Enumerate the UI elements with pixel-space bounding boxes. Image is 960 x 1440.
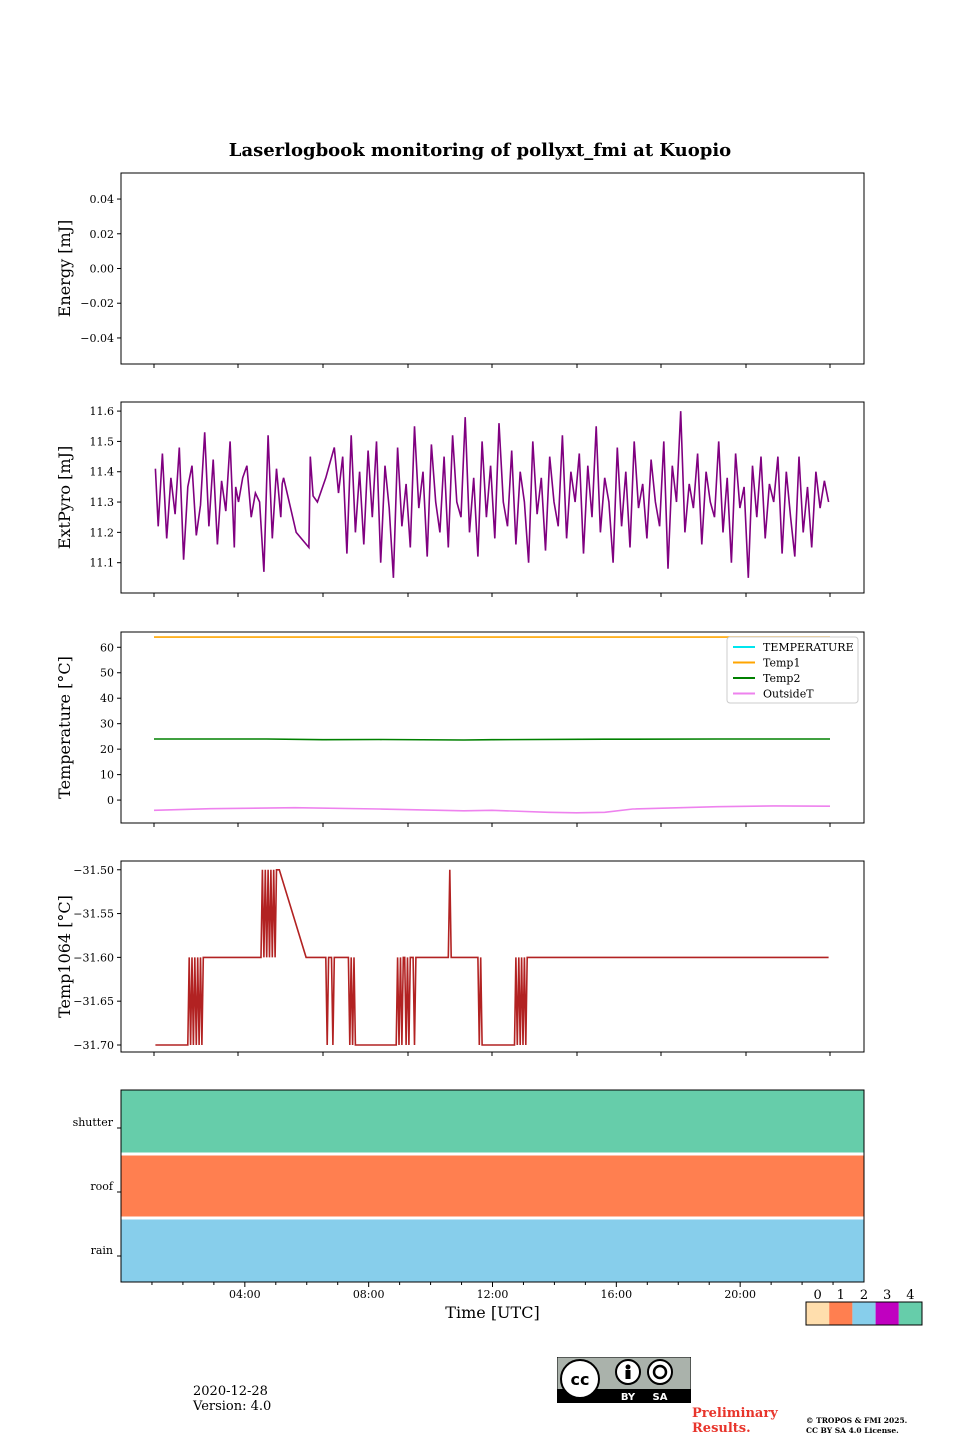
cc-sa-label: SA bbox=[653, 1392, 668, 1403]
preliminary-note: Preliminary Results. bbox=[692, 1406, 778, 1436]
legend-label-temperature: TEMPERATURE bbox=[763, 641, 854, 654]
colorbar-cell-0 bbox=[806, 1302, 830, 1325]
status-band-shutter bbox=[121, 1090, 864, 1154]
legend-label-outsidet: OutsideT bbox=[763, 688, 814, 701]
status-band-rain bbox=[121, 1218, 864, 1282]
legend-label-temp1: Temp1 bbox=[763, 657, 800, 670]
colorbar-label-1: 1 bbox=[837, 1288, 845, 1303]
preliminary-line2: Results. bbox=[692, 1421, 751, 1436]
colorbar-label-0: 0 bbox=[813, 1288, 821, 1303]
xtick-label: 04:00 bbox=[229, 1288, 261, 1301]
sa-icon bbox=[647, 1359, 673, 1385]
ytick-label-temp1064: −31.60 bbox=[73, 951, 114, 964]
footer-version: Version: 4.0 bbox=[193, 1399, 272, 1414]
cc-license-badge: cc BY SA bbox=[556, 1356, 692, 1404]
axes-frame-temp1064 bbox=[120, 860, 865, 1053]
ytick-label-temp1064: −31.55 bbox=[73, 908, 114, 921]
xtick-label: 16:00 bbox=[600, 1288, 632, 1301]
colorbar-label-2: 2 bbox=[860, 1288, 868, 1303]
ytick-label-temperature: 40 bbox=[100, 692, 114, 705]
ytick-label-temp1064: −31.50 bbox=[73, 864, 114, 877]
xtick-label: 12:00 bbox=[477, 1288, 509, 1301]
colorbar-cell-4 bbox=[898, 1302, 922, 1325]
xtick-label: 20:00 bbox=[724, 1288, 756, 1301]
panel-extpyro bbox=[117, 401, 865, 597]
ytick-label-temperature: 20 bbox=[100, 743, 114, 756]
ytick-label-temperature: 60 bbox=[100, 641, 114, 654]
panel-energy bbox=[117, 172, 865, 368]
preliminary-line1: Preliminary bbox=[692, 1406, 778, 1421]
footer-info: 2020-12-28 Version: 4.0 bbox=[193, 1384, 271, 1414]
colorbar-frame bbox=[805, 1301, 923, 1326]
colorbar-label-3: 3 bbox=[883, 1288, 891, 1303]
ytick-label-temp1064: −31.65 bbox=[73, 995, 114, 1008]
colorbar-label-4: 4 bbox=[906, 1288, 914, 1303]
colorbar-cell-1 bbox=[829, 1302, 853, 1325]
copyright-note: © TROPOS & FMI 2025. CC BY SA 4.0 Licens… bbox=[806, 1416, 907, 1436]
panel-temperature bbox=[117, 631, 865, 827]
ytick-label-energy: 0.02 bbox=[90, 228, 115, 241]
footer-date: 2020-12-28 bbox=[193, 1384, 268, 1399]
ytick-label-extpyro: 11.1 bbox=[90, 557, 115, 570]
ytick-label-temperature: 0 bbox=[107, 794, 114, 807]
axes-frame-energy bbox=[120, 172, 865, 365]
ytick-label-temperature: 30 bbox=[100, 718, 114, 731]
status-row-label-rain: rain bbox=[91, 1244, 113, 1257]
ylabel-extpyro: ExtPyro [mJ] bbox=[55, 446, 74, 549]
series-line-outsidet bbox=[153, 805, 831, 814]
series-line-temp2 bbox=[154, 738, 830, 741]
copyright-line1: © TROPOS & FMI 2025. bbox=[806, 1416, 908, 1425]
ytick-label-extpyro: 11.2 bbox=[90, 526, 115, 539]
ytick-label-energy: −0.04 bbox=[80, 332, 114, 345]
ytick-label-energy: 0.04 bbox=[90, 193, 115, 206]
ytick-label-energy: 0.00 bbox=[90, 263, 115, 276]
ytick-label-temp1064: −31.70 bbox=[73, 1039, 114, 1052]
ytick-label-temperature: 10 bbox=[100, 769, 114, 782]
status-row-label-shutter: shutter bbox=[73, 1116, 114, 1129]
colorbar-cell-3 bbox=[875, 1302, 899, 1325]
status-band-roof bbox=[121, 1154, 864, 1218]
status-row-label-roof: roof bbox=[90, 1180, 114, 1193]
legend-box bbox=[726, 636, 859, 704]
ylabel-temperature: Temperature [°C] bbox=[55, 656, 74, 799]
panel-temp1064 bbox=[117, 860, 865, 1056]
legend-label-temp2: Temp2 bbox=[763, 672, 800, 685]
ytick-label-extpyro: 11.3 bbox=[90, 496, 115, 509]
ylabel-energy: Energy [mJ] bbox=[55, 220, 74, 318]
xtick-label: 08:00 bbox=[353, 1288, 385, 1301]
figure-title: Laserlogbook monitoring of pollyxt_fmi a… bbox=[228, 140, 732, 161]
ytick-label-energy: −0.02 bbox=[80, 297, 114, 310]
panel-status bbox=[117, 1089, 923, 1326]
cc-logo-text: cc bbox=[571, 1370, 590, 1389]
cc-by-label: BY bbox=[621, 1392, 636, 1403]
ytick-label-temperature: 50 bbox=[100, 667, 114, 680]
copyright-line2: CC BY SA 4.0 License. bbox=[806, 1426, 899, 1435]
colorbar-cell-2 bbox=[852, 1302, 876, 1325]
ytick-label-extpyro: 11.4 bbox=[90, 466, 115, 479]
series-line-temp1064 bbox=[155, 868, 829, 1046]
ylabel-temp1064: Temp1064 [°C] bbox=[55, 895, 74, 1018]
ytick-label-extpyro: 11.6 bbox=[90, 405, 115, 418]
ytick-label-extpyro: 11.5 bbox=[90, 435, 115, 448]
series-line-extpyro bbox=[154, 411, 830, 578]
xlabel: Time [UTC] bbox=[445, 1303, 539, 1322]
